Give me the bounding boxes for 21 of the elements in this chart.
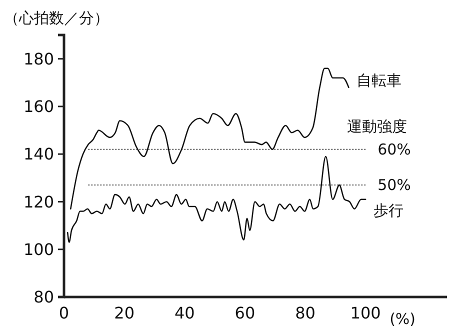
y-tick-label: 160	[23, 97, 54, 116]
y-tick-label: 140	[23, 144, 54, 164]
y-tick-label: 120	[23, 192, 54, 212]
x-tick-label: 100	[350, 303, 381, 322]
x-axis-title: (%)	[390, 310, 416, 328]
line-series	[70, 68, 350, 210]
x-tick-label: 80	[295, 303, 316, 322]
y-tick-label: 180	[23, 49, 54, 68]
y-tick-label: 100	[23, 240, 54, 259]
x-tick-label: 40	[174, 303, 195, 322]
annotation: 60%	[378, 140, 411, 158]
annotation: 50%	[378, 176, 411, 194]
series-label: 自転車	[356, 71, 402, 90]
y-axis-title: （心拍数／分）	[4, 9, 109, 27]
x-tick-label: 20	[114, 303, 134, 322]
series-label: 歩行	[374, 201, 404, 220]
y-tick-label: 80	[34, 288, 54, 307]
x-tick-label: 0	[58, 303, 70, 322]
annotation: 運動強度	[347, 117, 407, 136]
x-tick-label: 60	[234, 303, 256, 322]
line-series	[66, 156, 366, 243]
